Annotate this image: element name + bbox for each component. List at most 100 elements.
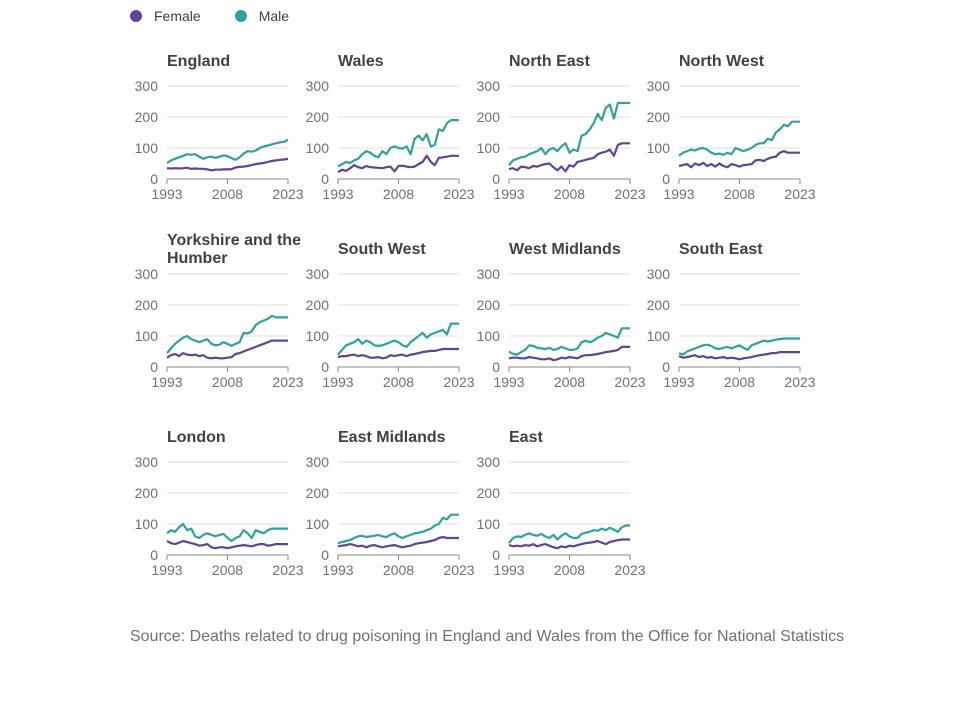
x-tick-label: 2008 <box>383 374 414 390</box>
y-tick-label: 0 <box>321 171 329 187</box>
y-tick-label: 0 <box>662 359 670 375</box>
y-tick-label: 200 <box>647 109 671 125</box>
series-line-male <box>166 522 288 543</box>
x-tick-label: 1993 <box>322 562 353 578</box>
y-tick-label: 100 <box>135 328 159 344</box>
series-line-male <box>337 513 459 545</box>
panel-title: London <box>167 429 226 446</box>
series-line-male <box>678 120 800 157</box>
y-tick-label: 100 <box>135 516 159 532</box>
series-line-male <box>508 524 630 544</box>
y-tick-label: 300 <box>647 78 671 94</box>
y-tick-label: 200 <box>477 485 501 501</box>
panel-london: London 0 100 200 300 1993 2008 2023 <box>135 429 304 578</box>
y-tick-label: 300 <box>135 78 159 94</box>
y-tick-label: 300 <box>647 266 671 282</box>
x-tick-label: 2008 <box>554 186 585 202</box>
x-tick-label: 2023 <box>443 562 474 578</box>
x-tick-label: 2008 <box>724 186 755 202</box>
x-tick-label: 2023 <box>614 562 645 578</box>
y-tick-label: 200 <box>647 297 671 313</box>
series-line-female <box>337 535 459 549</box>
legend-item-male: Male <box>234 8 290 24</box>
panel-south-east: South East 0 100 200 300 1993 2008 2023 <box>647 241 816 390</box>
small-multiples-chart: England 0 100 200 300 1993 2008 2023 Wales 0 100 20… <box>135 53 816 578</box>
y-tick-label: 200 <box>306 109 330 125</box>
y-tick-label: 0 <box>150 359 158 375</box>
series-line-female <box>508 538 630 550</box>
series-line-female <box>166 539 288 550</box>
x-tick-label: 2008 <box>554 562 585 578</box>
y-tick-label: 300 <box>306 266 330 282</box>
x-tick-label: 1993 <box>151 374 182 390</box>
y-tick-label: 100 <box>647 328 671 344</box>
panel-title: North East <box>509 53 591 70</box>
y-tick-label: 0 <box>150 171 158 187</box>
series-line-female <box>166 339 288 360</box>
x-tick-label: 1993 <box>663 186 694 202</box>
x-tick-label: 1993 <box>151 186 182 202</box>
y-tick-label: 100 <box>647 140 671 156</box>
series-line-female <box>508 345 630 362</box>
panel-england: England 0 100 200 300 1993 2008 2023 <box>135 53 304 202</box>
x-tick-label: 2008 <box>724 374 755 390</box>
x-tick-label: 1993 <box>493 374 524 390</box>
panel-title: Yorkshire and the Humber <box>167 232 301 267</box>
x-tick-label: 1993 <box>663 374 694 390</box>
y-tick-label: 0 <box>321 547 329 563</box>
y-tick-label: 200 <box>135 109 159 125</box>
y-tick-label: 300 <box>477 266 501 282</box>
x-tick-label: 1993 <box>151 562 182 578</box>
x-tick-label: 2023 <box>614 186 645 202</box>
y-tick-label: 200 <box>306 297 330 313</box>
x-tick-label: 1993 <box>322 374 353 390</box>
y-tick-label: 100 <box>477 328 501 344</box>
y-tick-label: 300 <box>477 78 501 94</box>
y-tick-label: 100 <box>477 516 501 532</box>
panel-north-east: North East 0 100 200 300 1993 2008 2023 <box>477 53 646 202</box>
x-tick-label: 1993 <box>493 186 524 202</box>
legend-label-female: Female <box>154 8 201 24</box>
panel-title: South West <box>338 241 426 258</box>
y-tick-label: 100 <box>306 140 330 156</box>
legend-item-female: Female <box>130 8 201 24</box>
y-tick-label: 200 <box>306 485 330 501</box>
panel-title: Wales <box>338 53 384 70</box>
x-tick-label: 1993 <box>493 562 524 578</box>
x-tick-label: 2023 <box>272 562 303 578</box>
panel-title: East <box>509 429 543 446</box>
panel-west-midlands: West Midlands 0 100 200 300 1993 2008 2023 <box>477 241 646 390</box>
legend-label-male: Male <box>258 8 290 24</box>
panel-yorkshire-and-the-humber: Yorkshire and the Humber 0 100 200 300 1993 200… <box>135 232 304 390</box>
y-tick-label: 100 <box>135 140 159 156</box>
series-line-female <box>337 347 459 360</box>
x-tick-label: 2023 <box>443 374 474 390</box>
y-tick-label: 300 <box>306 454 330 470</box>
y-tick-label: 100 <box>477 140 501 156</box>
x-tick-label: 2023 <box>784 186 815 202</box>
series-line-female <box>337 154 459 174</box>
x-tick-label: 1993 <box>322 186 353 202</box>
y-tick-label: 0 <box>492 547 500 563</box>
x-tick-label: 2008 <box>383 186 414 202</box>
legend-dot-male-icon <box>234 10 247 22</box>
series-line-male <box>166 138 289 164</box>
y-tick-label: 0 <box>662 171 670 187</box>
y-tick-label: 300 <box>306 78 330 94</box>
source-note: Source: Deaths related to drug poisoning… <box>130 628 845 645</box>
series-line-male <box>166 314 288 354</box>
x-tick-label: 2008 <box>212 186 243 202</box>
y-tick-label: 300 <box>135 266 159 282</box>
panel-title: England <box>167 53 230 70</box>
panel-south-west: South West 0 100 200 300 1993 2008 2023 <box>306 241 475 390</box>
x-tick-label: 2023 <box>272 374 303 390</box>
x-tick-label: 2023 <box>784 374 815 390</box>
y-tick-label: 300 <box>477 454 501 470</box>
y-tick-label: 300 <box>135 454 159 470</box>
y-tick-label: 200 <box>477 297 501 313</box>
y-tick-label: 0 <box>150 547 158 563</box>
panel-title: East Midlands <box>338 429 446 446</box>
series-line-female <box>678 351 800 361</box>
series-line-male <box>337 322 459 356</box>
panel-wales: Wales 0 100 200 300 1993 2008 2023 <box>306 53 475 202</box>
